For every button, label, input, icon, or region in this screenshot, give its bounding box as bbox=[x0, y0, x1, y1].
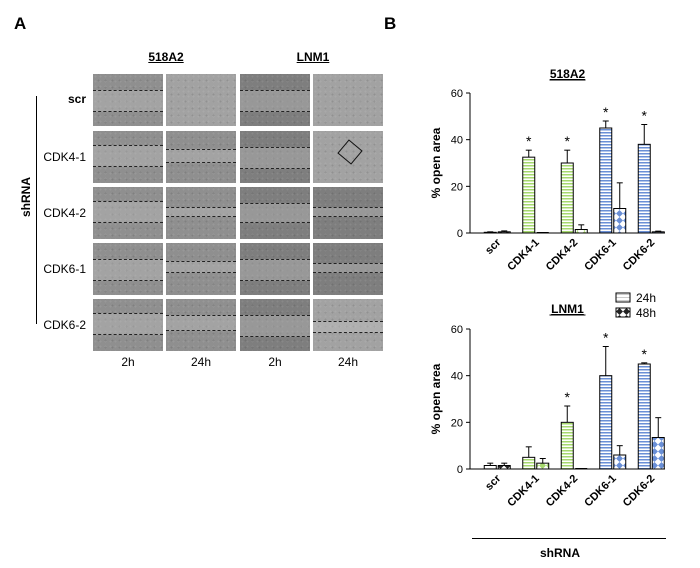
scratch-well-image bbox=[240, 299, 310, 351]
scratch-well-image bbox=[166, 131, 236, 183]
row-label-cdk6-2: CDK6-2 bbox=[43, 318, 86, 332]
significance-star: * bbox=[565, 389, 571, 405]
chart-title: LNM1 bbox=[551, 302, 584, 316]
bar-24h bbox=[483, 465, 497, 470]
bar-48h bbox=[651, 231, 665, 234]
significance-star: * bbox=[642, 108, 648, 124]
y-tick-label: 20 bbox=[451, 181, 463, 193]
category-label: CDK4-2 bbox=[544, 237, 581, 274]
scratch-well-image bbox=[313, 74, 383, 126]
scratch-well-image bbox=[166, 74, 236, 126]
time-label-24h-lnm1: 24h bbox=[337, 355, 359, 369]
scratch-well-image bbox=[240, 74, 310, 126]
y-tick-label: 0 bbox=[457, 464, 463, 476]
panel-b-letter: B bbox=[384, 14, 397, 33]
scratch-well-image bbox=[93, 131, 163, 183]
scratch-well-image bbox=[313, 299, 383, 351]
scratch-well-image bbox=[313, 131, 383, 183]
significance-star: * bbox=[603, 104, 609, 120]
y-tick-label: 20 bbox=[451, 417, 463, 429]
bar-48h bbox=[497, 465, 511, 470]
scratch-well-image bbox=[313, 243, 383, 295]
bar-24h bbox=[599, 375, 613, 470]
scratch-well-image bbox=[166, 243, 236, 295]
scratch-well-image bbox=[240, 187, 310, 239]
scratch-well-image bbox=[93, 243, 163, 295]
y-axis-label: % open area bbox=[429, 127, 443, 198]
category-label: scr bbox=[483, 472, 504, 493]
y-tick-label: 0 bbox=[457, 228, 463, 240]
scratch-well-image bbox=[93, 187, 163, 239]
bar-24h bbox=[637, 363, 651, 470]
bar-48h bbox=[651, 437, 665, 470]
significance-star: * bbox=[603, 330, 609, 346]
bar-24h bbox=[522, 156, 536, 234]
y-tick-label: 40 bbox=[451, 135, 463, 147]
scratch-well-image bbox=[240, 131, 310, 183]
y-tick-label: 40 bbox=[451, 371, 463, 383]
bar-24h bbox=[560, 421, 574, 470]
category-label: CDK6-1 bbox=[582, 237, 619, 274]
col-header-lnm1: LNM1 bbox=[296, 50, 330, 64]
bar-24h bbox=[637, 143, 651, 234]
row-label-cdk6-1: CDK6-1 bbox=[43, 262, 86, 276]
scratch-well-image bbox=[93, 299, 163, 351]
chart-title: 518A2 bbox=[550, 67, 586, 81]
col-header-518a2: 518A2 bbox=[148, 50, 184, 64]
category-label: CDK6-2 bbox=[621, 237, 658, 274]
bar-24h bbox=[483, 231, 497, 234]
time-label-2h-518a2: 2h bbox=[121, 355, 135, 369]
legend-swatch-24h bbox=[615, 292, 631, 303]
bar-48h bbox=[575, 468, 588, 469]
scratch-well-image bbox=[166, 187, 236, 239]
row-label-cdk4-2: CDK4-2 bbox=[43, 206, 86, 220]
scratch-well-image bbox=[93, 74, 163, 126]
legend-swatch-48h bbox=[615, 307, 631, 318]
bar-24h bbox=[522, 456, 536, 470]
bar-48h bbox=[613, 454, 627, 470]
category-label: CDK6-1 bbox=[582, 473, 619, 510]
significance-star: * bbox=[565, 133, 571, 149]
bar-24h bbox=[560, 162, 574, 234]
bar-48h bbox=[497, 231, 511, 234]
category-label: CDK4-1 bbox=[505, 473, 542, 510]
legend-label-24h: 24h bbox=[636, 291, 656, 305]
bar-48h bbox=[574, 229, 588, 234]
scratch-well-image bbox=[240, 243, 310, 295]
scratch-well-image bbox=[166, 299, 236, 351]
bar-24h bbox=[599, 127, 613, 234]
category-label: CDK4-2 bbox=[544, 473, 581, 510]
time-label-2h-lnm1: 2h bbox=[268, 355, 282, 369]
panel-a-letter: A bbox=[14, 14, 27, 33]
row-label-cdk4-1: CDK4-1 bbox=[43, 150, 86, 164]
y-tick-label: 60 bbox=[451, 324, 463, 336]
y-axis-label: % open area bbox=[429, 363, 443, 434]
row-label-scr: scr bbox=[67, 92, 86, 106]
category-label: CDK6-2 bbox=[621, 473, 658, 510]
category-label: CDK4-1 bbox=[505, 237, 542, 274]
y-tick-label: 60 bbox=[451, 88, 463, 100]
bottom-bracket-line bbox=[472, 538, 666, 539]
time-label-24h-518a2: 24h bbox=[190, 355, 212, 369]
significance-star: * bbox=[526, 133, 532, 149]
category-label: scr bbox=[483, 236, 504, 257]
bar-48h bbox=[613, 208, 627, 234]
legend-label-48h: 48h bbox=[636, 306, 656, 320]
shrna-bracket-line bbox=[36, 96, 37, 324]
bar-48h bbox=[536, 232, 549, 233]
significance-star: * bbox=[642, 346, 648, 362]
scratch-well-image bbox=[313, 187, 383, 239]
bottom-shrna-label: shRNA bbox=[539, 546, 580, 560]
bar-48h bbox=[536, 462, 550, 470]
